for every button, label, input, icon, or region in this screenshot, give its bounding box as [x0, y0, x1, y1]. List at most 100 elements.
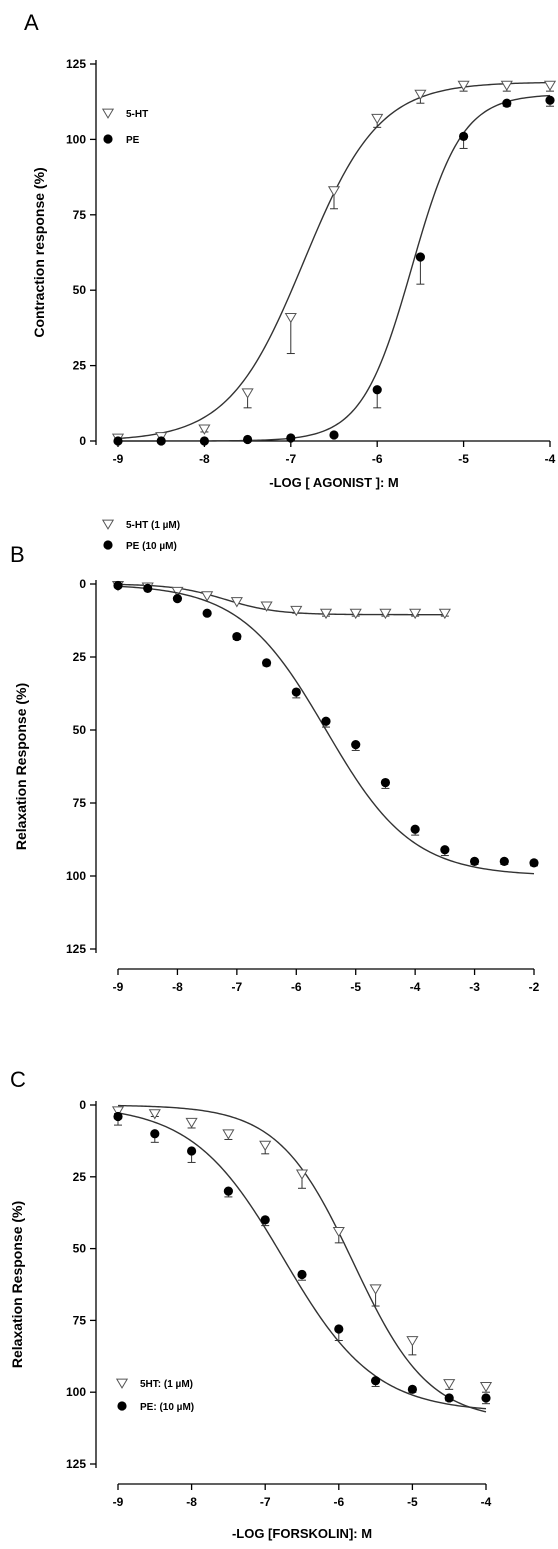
legend: 5-HT PE: [101, 108, 148, 146]
data-point: [148, 1109, 161, 1120]
data-point: [243, 434, 253, 445]
y-tick-label: 125: [66, 942, 86, 956]
x-axis-label: -LOG [ AGONIST ]: M: [269, 475, 399, 490]
data-point: [241, 388, 254, 399]
data-point: [286, 433, 296, 443]
y-axis-label: Contraction response (%): [31, 167, 47, 337]
x-tick-label: -4: [481, 1495, 492, 1509]
legend-label: PE: (10 µM): [140, 1402, 194, 1413]
data-point: [349, 608, 362, 620]
data-point: [414, 89, 427, 101]
data-point: [332, 1226, 345, 1238]
data-point: [379, 608, 392, 620]
fit-curve: [118, 94, 551, 442]
data-point: [259, 1140, 272, 1152]
data-point: [409, 608, 422, 620]
x-axis-label: -LOG [FORSKOLIN]: M: [232, 1526, 372, 1541]
legend-marker: [101, 519, 115, 530]
y-tick-label: 0: [79, 577, 86, 591]
data-point: [143, 583, 153, 593]
legend-label: 5-HT: [126, 109, 148, 120]
x-tick-label: -7: [260, 1495, 271, 1509]
data-point: [457, 80, 470, 92]
data-point: [443, 1379, 456, 1390]
data-point: [185, 1117, 198, 1129]
data-point: [502, 98, 512, 108]
data-point: [260, 1215, 270, 1225]
y-tick-label: 100: [66, 869, 86, 883]
fit-curve: [117, 1104, 487, 1413]
panel-b: B 0 25 50 75 100 125 -9 -8 -7 -6 -5 -4 -3 -2 -LOG [ISOP…: [0, 500, 558, 1010]
panel-letter: A: [24, 10, 39, 35]
x-tick-label: -6: [291, 980, 302, 994]
data-point: [372, 385, 382, 395]
data-point: [415, 252, 425, 262]
x-tick-label: -4: [410, 980, 421, 994]
panel-letter: C: [10, 1067, 26, 1092]
y-tick-label: 50: [73, 283, 87, 297]
data-point: [202, 608, 212, 618]
x-tick-label: -9: [113, 980, 124, 994]
y-tick-label: 0: [79, 1098, 86, 1112]
x-axis-label: -LOG [ISOPROTERENOL]: M: [238, 1009, 414, 1010]
data-point: [172, 594, 183, 604]
y-tick-label: 25: [73, 650, 87, 664]
data-point: [198, 424, 211, 435]
data-point: [261, 658, 272, 668]
data-point: [334, 1324, 344, 1334]
data-point: [369, 1284, 382, 1295]
data-point: [290, 605, 303, 617]
data-point: [406, 1336, 419, 1347]
legend-marker: [103, 134, 113, 144]
data-point: [223, 1186, 233, 1196]
data-point: [329, 430, 339, 440]
legend-marker: [115, 1378, 129, 1389]
data-point: [479, 1382, 493, 1393]
data-point: [222, 1129, 235, 1140]
y-tick-label: 75: [73, 208, 87, 222]
series-1: [111, 1104, 493, 1413]
y-tick-label: 25: [73, 359, 87, 373]
panel-c: C 0 25 50 75 100 125 -9 -8 -7 -6 -5 -4 -LOG [FORSKOLI…: [0, 1010, 558, 1549]
x-tick-label: -6: [333, 1495, 344, 1509]
fit-curve: [117, 585, 535, 875]
legend-marker: [117, 1401, 127, 1411]
y-tick-label: 50: [73, 1242, 87, 1256]
data-point: [113, 580, 123, 591]
series-1: [111, 80, 557, 444]
data-point: [327, 186, 341, 197]
y-tick-label: 50: [73, 723, 87, 737]
data-point: [291, 687, 301, 697]
x-tick-label: -6: [372, 452, 383, 466]
data-point: [444, 1393, 454, 1403]
data-point: [156, 436, 166, 446]
data-point: [260, 601, 273, 612]
y-tick-label: 0: [79, 434, 86, 448]
legend-marker: [103, 540, 113, 550]
data-point: [230, 597, 243, 608]
data-point: [371, 1376, 381, 1386]
chart-c-svg: C 0 25 50 75 100 125 -9 -8 -7 -6 -5 -4 -LOG [FORSKOLI…: [9, 1067, 493, 1541]
series-2: [113, 580, 539, 875]
data-point: [459, 131, 469, 141]
legend: 5-HT (1 µM) PE (10 µM): [101, 519, 180, 552]
series-1: [111, 581, 451, 620]
data-point: [438, 608, 451, 620]
data-point: [297, 1269, 307, 1280]
data-point: [295, 1169, 309, 1180]
legend-label: PE (10 µM): [126, 541, 177, 552]
fit-curve: [117, 583, 445, 616]
x-tick-label: -2: [529, 980, 540, 994]
series-2: [113, 94, 555, 446]
x-tick-label: -9: [113, 1495, 124, 1509]
data-point: [199, 436, 209, 446]
y-tick-label: 75: [73, 796, 87, 810]
x-tick-label: -8: [186, 1495, 197, 1509]
data-point: [187, 1146, 197, 1156]
x-tick-label: -8: [172, 980, 183, 994]
x-tick-label: -5: [407, 1495, 418, 1509]
x-tick-label: -5: [350, 980, 361, 994]
panel-a: A 0 25 50 75 100 125 -9 -8 -7 -6 -5 -4 -LOG [ AGONIST…: [0, 0, 558, 500]
data-point: [201, 591, 214, 602]
data-point: [111, 1106, 125, 1117]
